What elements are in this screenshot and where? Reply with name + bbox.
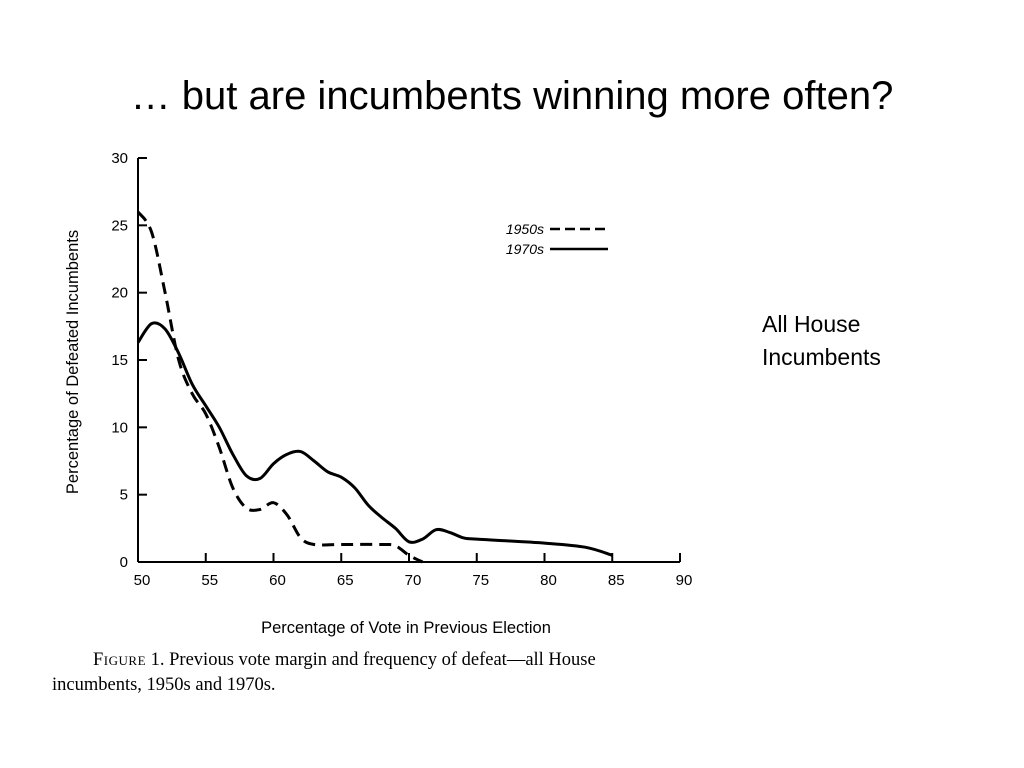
chart-axes: 0 5 10 15 20 25 30 50 55 60 65 70 75 80 85 90 <box>111 150 692 589</box>
chart-legend: 1950s 1970s <box>506 221 608 257</box>
legend-label-1950s: 1950s <box>506 221 544 237</box>
side-note-line-1: All House <box>762 311 861 337</box>
x-tick-label: 90 <box>676 572 693 589</box>
y-tick-label: 15 <box>111 352 128 369</box>
y-tick-label: 25 <box>111 217 128 234</box>
x-tick-label: 75 <box>472 572 489 589</box>
y-tick-label: 20 <box>111 285 128 302</box>
y-tick-label: 5 <box>120 487 128 504</box>
side-note-line-2: Incumbents <box>762 344 881 370</box>
caption-second-line: incumbents, 1950s and 1970s. <box>52 675 276 695</box>
chart-series <box>136 210 613 564</box>
side-note: All House Incumbents <box>762 308 1002 374</box>
series-line-1970s <box>136 321 613 557</box>
slide-title: … but are incumbents winning more often? <box>130 74 894 118</box>
y-axis-label: Percentage of Defeated Incumbents <box>64 230 82 494</box>
caption-first-line-text: 1. Previous vote margin and frequency of… <box>146 650 596 670</box>
legend-label-1970s: 1970s <box>506 241 544 257</box>
figure-caption: Figure 1. Previous vote margin and frequ… <box>52 648 712 698</box>
caption-figure-word: Figure <box>93 650 147 670</box>
series-line-1950s <box>136 210 424 564</box>
x-tick-label: 60 <box>269 572 286 589</box>
x-tick-label: 85 <box>608 572 625 589</box>
x-tick-label: 80 <box>540 572 557 589</box>
y-tick-label: 30 <box>111 150 128 167</box>
x-tick-label: 70 <box>405 572 422 589</box>
y-tick-label: 0 <box>120 554 128 571</box>
x-tick-label: 55 <box>201 572 218 589</box>
x-tick-label: 65 <box>337 572 354 589</box>
x-axis-label: Percentage of Vote in Previous Election <box>261 619 551 637</box>
x-tick-label: 50 <box>134 572 151 589</box>
y-tick-label: 10 <box>111 419 128 436</box>
caption-first-line: Figure 1. Previous vote margin and frequ… <box>52 648 712 673</box>
